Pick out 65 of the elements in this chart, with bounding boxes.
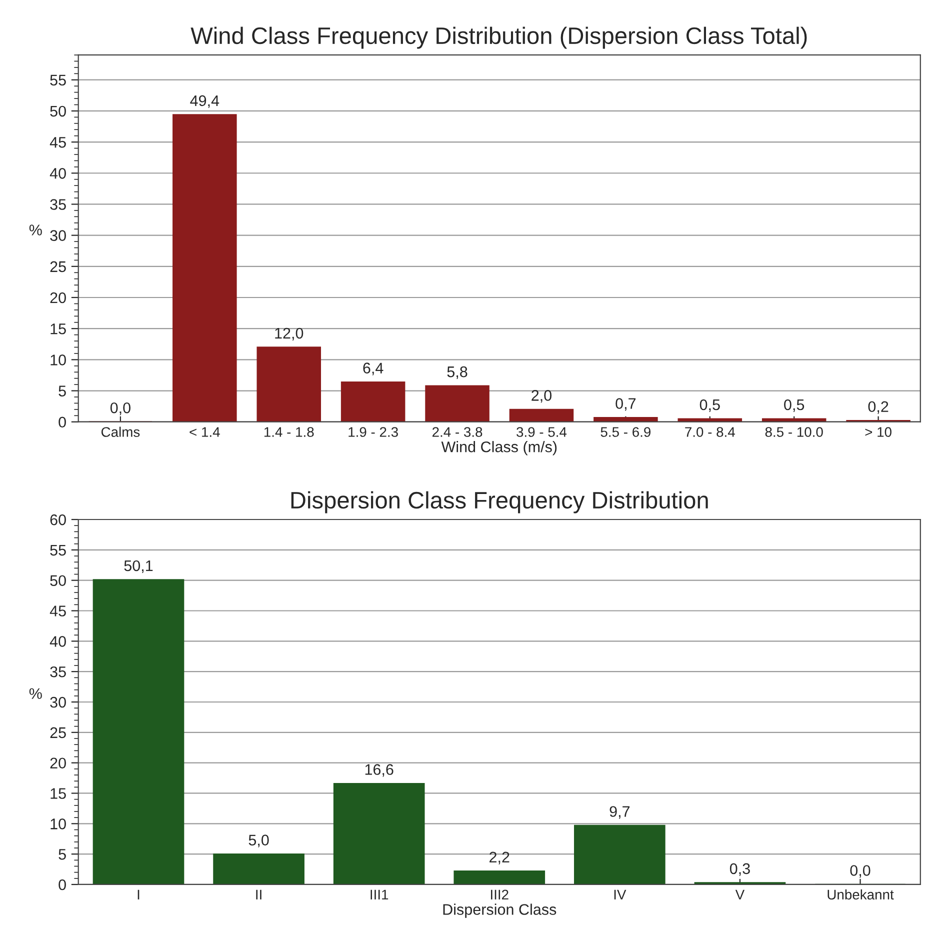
y-tick-label: 5 [58,386,66,396]
x-axis-title: Dispersion Class [443,904,556,918]
x-tick-label: Unbekannt [828,889,894,900]
x-tick-label: < 1.4 [190,427,220,437]
y-tick-label: 15 [50,788,66,799]
data-label: 0,5 [784,399,804,412]
data-label: 2,2 [490,852,510,864]
data-label: 5,0 [248,834,269,848]
x-tick-label: 1.9 - 2.3 [348,427,398,437]
x-tick-label: IV [614,890,626,900]
x-tick-label: II [256,890,262,900]
y-tick-label: 35 [50,199,66,210]
y-tick-label: 45 [50,606,66,616]
chart-title: Wind Class Frequency Distribution (Dispersion Class Total) [190,26,807,49]
y-tick-label: 20 [50,292,66,304]
data-label: 5,8 [447,366,468,380]
y-axis-title: % [29,688,42,699]
y-tick-label: 60 [50,514,66,526]
x-tick-label: Calms [101,426,140,437]
x-tick-label: > 10 [865,427,892,437]
y-tick-label: 25 [50,727,66,738]
data-label: 0,2 [868,401,888,414]
data-label: 9,7 [610,806,630,819]
x-tick-label: III2 [491,890,508,900]
data-label: 0,5 [700,399,720,412]
y-tick-label: 40 [50,168,66,179]
data-label: 0,0 [850,865,870,878]
x-tick-label: V [735,890,745,900]
x-tick-label: III1 [370,890,388,900]
y-tick-label: 0 [58,879,66,890]
data-label: 0,3 [730,863,750,876]
y-tick-label: 0 [58,416,66,428]
y-tick-label: 40 [50,636,66,647]
data-label: 49,4 [190,95,220,108]
y-tick-label: 20 [50,758,66,769]
data-label: 0,0 [110,402,130,416]
y-tick-label: 25 [50,261,66,272]
x-tick-label: 5.5 - 6.9 [600,427,651,437]
y-tick-label: 15 [50,324,66,334]
y-tick-label: 35 [50,666,66,678]
x-tick-label: I [138,890,140,900]
y-tick-label: 10 [50,354,66,366]
y-tick-label: 10 [50,818,66,830]
x-tick-label: 7.0 - 8.4 [685,427,735,437]
data-label: 6,4 [363,362,384,376]
y-tick-label: 55 [50,544,66,556]
y-tick-label: 30 [50,230,66,241]
y-tick-label: 50 [50,575,66,586]
x-tick-label: 3.9 - 5.4 [516,427,567,437]
y-tick-label: 55 [50,74,66,86]
y-tick-label: 50 [50,106,66,117]
data-label: 12,0 [275,328,304,340]
y-axis-title: % [29,224,42,236]
x-axis-title: Wind Class (m/s) [441,441,557,456]
x-tick-label: 8.5 - 10.0 [765,427,823,437]
data-label: 16,6 [365,764,394,777]
y-tick-label: 30 [50,696,66,708]
data-label: 0,7 [616,398,636,411]
chart-title: Dispersion Class Frequency Distribution [291,491,708,514]
x-tick-label: 1.4 - 1.8 [264,427,314,437]
data-label: 2,0 [532,390,552,403]
y-tick-label: 5 [58,849,66,860]
y-tick-label: 45 [50,137,66,148]
x-tick-label: 2.4 - 3.8 [432,427,482,437]
data-label: 50,1 [124,560,153,573]
